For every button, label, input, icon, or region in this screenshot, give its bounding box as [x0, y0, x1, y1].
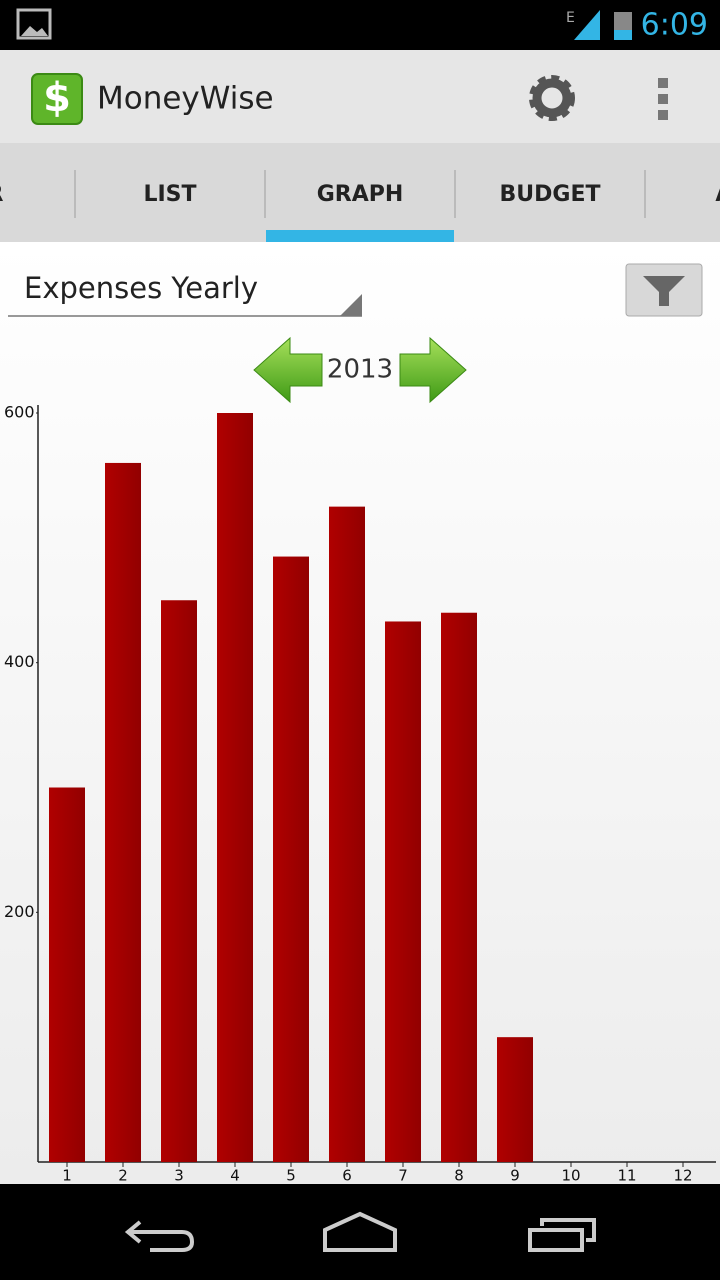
bar — [105, 462, 141, 1162]
recents-button[interactable] — [528, 1218, 596, 1252]
dropdown-label[interactable]: Expenses Yearly — [24, 271, 258, 305]
tab[interactable]: TER — [0, 182, 4, 207]
x-tick-label: 1 — [62, 1167, 72, 1185]
back-button[interactable] — [124, 1220, 195, 1252]
bar — [441, 612, 477, 1162]
prev-year-button[interactable] — [253, 336, 323, 404]
next-year-button[interactable] — [399, 336, 467, 404]
status-bar — [0, 0, 720, 50]
signal-icon — [574, 10, 600, 40]
x-tick-label: 10 — [561, 1167, 580, 1185]
tab-indicator — [266, 230, 454, 242]
x-tick-label: 5 — [286, 1167, 296, 1185]
x-tick-label: 9 — [510, 1167, 520, 1185]
filter-icon — [643, 276, 685, 306]
network-type: E — [566, 10, 575, 26]
y-tick-label: 600 — [4, 403, 35, 422]
x-tick-label: 4 — [230, 1167, 240, 1185]
recents-back — [540, 1218, 596, 1242]
gallery-icon-shape — [21, 26, 48, 36]
y-tick-label: 400 — [4, 652, 35, 671]
x-tick-label: 8 — [454, 1167, 464, 1185]
tab[interactable]: LIST — [143, 182, 196, 207]
x-tick-label: 2 — [118, 1167, 128, 1185]
recents-front — [528, 1228, 584, 1252]
dot — [658, 110, 668, 120]
clock: 6:09 — [641, 8, 708, 43]
bar — [329, 506, 365, 1162]
app-icon-symbol: $ — [43, 75, 71, 121]
bar — [217, 413, 253, 1162]
app-title: MoneyWise — [97, 81, 274, 117]
dot — [658, 78, 668, 88]
x-tick-label: 7 — [398, 1167, 408, 1185]
dropdown-arrow — [340, 294, 362, 316]
home-button[interactable] — [323, 1211, 397, 1252]
bar — [273, 556, 309, 1162]
x-tick-label: 6 — [342, 1167, 352, 1185]
action-bar — [0, 50, 720, 143]
bar — [385, 621, 421, 1162]
settings-button[interactable] — [529, 75, 575, 121]
x-tick-label: 3 — [174, 1167, 184, 1185]
app-icon[interactable] — [31, 73, 83, 125]
x-tick-label: 11 — [617, 1167, 636, 1185]
bar — [161, 600, 197, 1162]
tab[interactable]: GRAPH — [317, 182, 404, 207]
dot — [658, 94, 668, 104]
tab[interactable]: ACC — [715, 182, 720, 207]
overflow-menu[interactable] — [658, 78, 668, 120]
y-tick-label: 200 — [4, 902, 35, 921]
tab-bar — [0, 143, 720, 242]
gallery-icon — [16, 8, 52, 40]
bar — [49, 787, 85, 1162]
x-tick-label: 12 — [673, 1167, 692, 1185]
bar — [497, 1037, 533, 1162]
gear — [532, 78, 572, 118]
tab[interactable]: BUDGET — [500, 182, 601, 207]
battery-level — [614, 30, 632, 40]
year-label: 2013 — [327, 355, 393, 385]
nav-bar — [0, 1184, 720, 1280]
